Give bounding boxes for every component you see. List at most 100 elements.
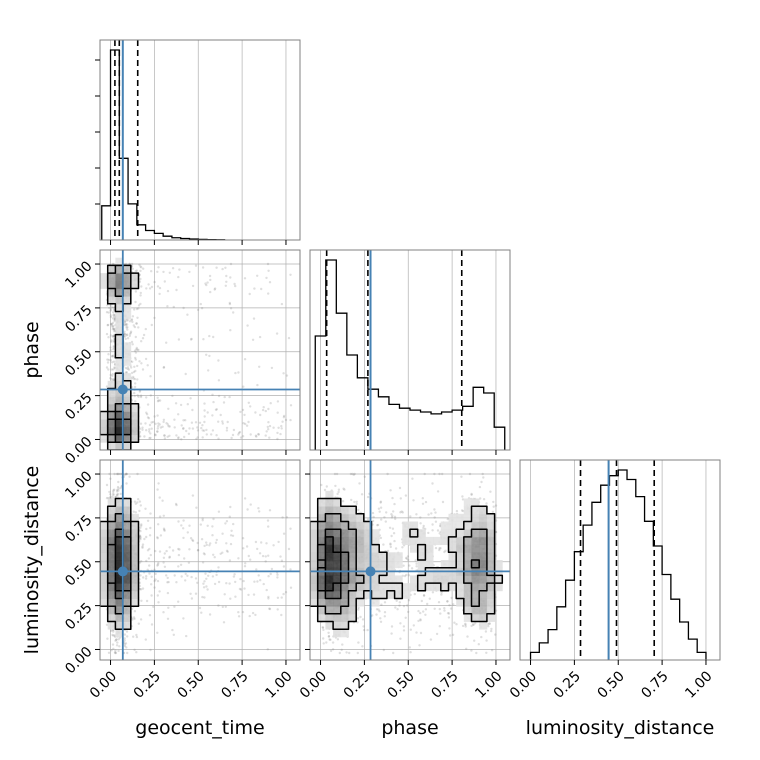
scatter-point <box>138 535 142 538</box>
scatter-point <box>149 436 152 440</box>
scatter-point <box>156 430 159 433</box>
scatter-point <box>136 501 139 504</box>
scatter-point <box>200 426 203 430</box>
density-cell <box>115 419 124 428</box>
scatter-point <box>141 337 145 340</box>
scatter-point <box>280 559 284 562</box>
scatter-point <box>144 422 147 425</box>
scatter-point <box>268 607 271 610</box>
scatter-point <box>237 431 241 435</box>
scatter-point <box>115 472 119 476</box>
scatter-point <box>106 323 110 327</box>
scatter-point <box>163 437 167 440</box>
scatter-point <box>205 585 208 588</box>
scatter-point <box>209 542 212 545</box>
scatter-point <box>126 651 129 655</box>
scatter-point <box>249 405 252 408</box>
scatter-point <box>284 591 288 594</box>
scatter-point <box>129 331 132 334</box>
density-cell <box>115 434 124 443</box>
scatter-point <box>150 270 153 273</box>
scatter-point <box>139 395 143 399</box>
scatter-point <box>110 339 113 342</box>
scatter-point <box>166 423 170 426</box>
scatter-point <box>111 326 115 329</box>
scatter-point <box>226 420 229 424</box>
scatter-point <box>113 488 116 491</box>
density-cell <box>100 590 109 599</box>
scatter-point <box>124 324 128 327</box>
scatter-point <box>239 410 242 414</box>
scatter-point <box>136 316 139 319</box>
scatter-point <box>194 577 198 580</box>
density-cell <box>107 419 116 428</box>
scatter-point <box>123 332 126 336</box>
scatter-point <box>196 541 199 545</box>
scatter-point <box>166 576 169 580</box>
scatter-point <box>231 534 235 537</box>
scatter-point <box>214 408 218 411</box>
scatter-point <box>211 534 214 537</box>
density-cell <box>123 311 132 320</box>
scatter-point <box>134 351 138 354</box>
scatter-point <box>179 563 183 566</box>
scatter-point <box>132 377 135 380</box>
scatter-point <box>262 406 265 409</box>
scatter-point <box>131 315 135 318</box>
scatter-point <box>163 529 166 532</box>
scatter-point <box>136 394 139 397</box>
scatter-point <box>132 370 136 374</box>
truth-marker <box>117 384 128 395</box>
scatter-point <box>254 540 258 544</box>
scatter-point <box>242 422 245 425</box>
scatter-point <box>112 354 115 357</box>
density-cell <box>107 411 116 420</box>
scatter-point <box>136 472 139 476</box>
scatter-point <box>229 307 233 310</box>
density-cell <box>107 434 116 443</box>
scatter-point <box>131 267 134 270</box>
scatter-point <box>105 385 109 388</box>
scatter-point <box>165 574 168 577</box>
scatter-point <box>116 488 119 492</box>
scatter-point <box>126 337 130 340</box>
scatter-point <box>188 524 191 527</box>
scatter-point <box>110 322 113 326</box>
density-cell <box>107 506 116 515</box>
scatter-point <box>112 328 116 331</box>
scatter-point <box>140 599 143 602</box>
scatter-point <box>203 409 206 412</box>
scatter-point <box>229 262 233 266</box>
scatter-point <box>156 594 159 597</box>
scatter-point <box>161 499 164 502</box>
scatter-point <box>116 472 119 476</box>
scatter-point <box>229 505 232 509</box>
density-cell <box>107 606 116 615</box>
scatter-point <box>131 343 134 346</box>
scatter-point <box>190 575 193 579</box>
scatter-point <box>134 270 137 273</box>
scatter-point <box>289 418 292 422</box>
scatter-point <box>229 534 233 537</box>
histogram-phase <box>314 259 506 450</box>
scatter-point <box>110 322 113 326</box>
scatter-point <box>233 282 236 286</box>
scatter-point <box>267 421 270 424</box>
scatter-point <box>157 266 160 269</box>
scatter-point <box>133 349 137 352</box>
scatter-point <box>257 507 260 510</box>
hist-panel-geocent_time <box>95 39 301 245</box>
scatter-point <box>139 588 143 591</box>
scatter-point <box>142 576 145 579</box>
scatter-point <box>146 549 150 552</box>
scatter-point <box>112 647 115 650</box>
scatter-point <box>139 536 142 539</box>
scatter-point <box>158 496 161 499</box>
scatter-point <box>276 400 280 403</box>
scatter-point <box>207 574 210 577</box>
density-cell <box>115 273 124 282</box>
scatter-point <box>253 580 256 583</box>
panel-frame <box>309 249 511 451</box>
scatter-point <box>147 417 151 420</box>
density-cell <box>100 560 109 569</box>
